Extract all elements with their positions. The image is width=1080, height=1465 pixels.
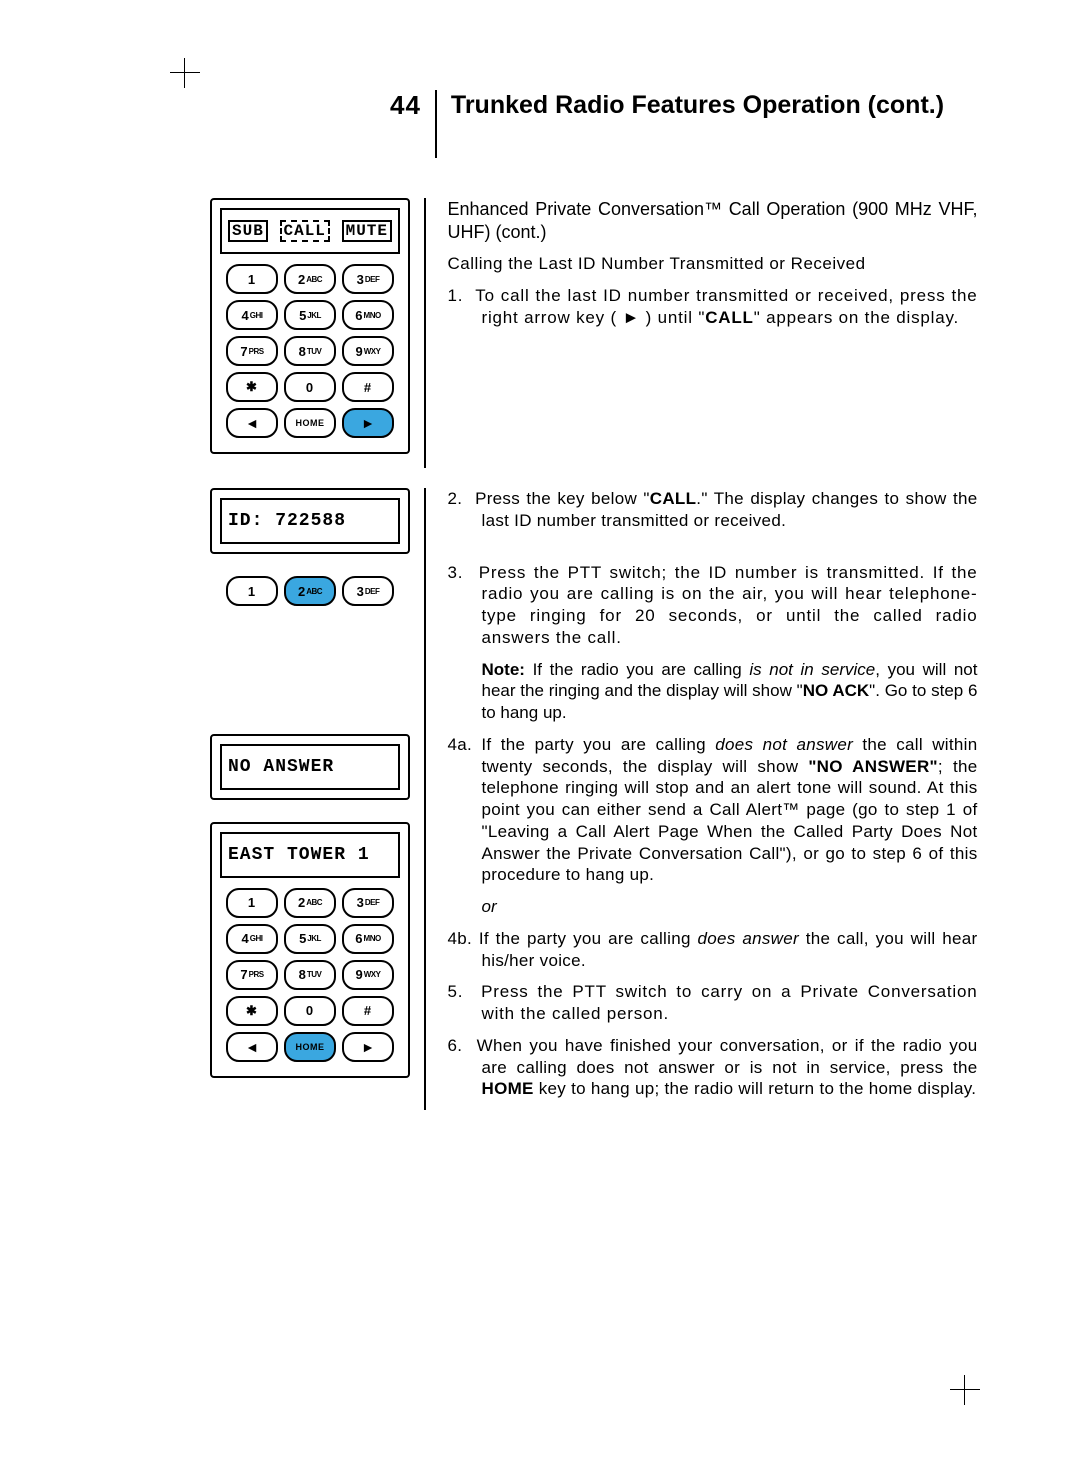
key-star: ✱ xyxy=(226,372,278,402)
key-4: 4GHI xyxy=(226,300,278,330)
step-5: 5. Press the PTT switch to carry on a Pr… xyxy=(448,981,978,1025)
step-1: 1. To call the last ID number transmitte… xyxy=(448,285,978,329)
key-hash-c: # xyxy=(342,996,394,1026)
key-4-c: 4GHI xyxy=(226,924,278,954)
subheading-calling-last-id: Calling the Last ID Number Transmitted o… xyxy=(448,253,978,275)
radio-display-east-tower-panel: EAST TOWER 1 1 2ABC 3DEF 4GHI 5JKL 6MNO xyxy=(210,822,410,1078)
key-0-c: 0 xyxy=(284,996,336,1026)
subheading-epc: Enhanced Private Conversation™ Call Oper… xyxy=(448,198,978,243)
key-7-c: 7PRS xyxy=(226,960,278,990)
key-home: HOME xyxy=(284,408,336,438)
keypad-2: 1 2ABC 3DEF 4GHI 5JKL 6MNO 7PRS 8TUV xyxy=(220,888,400,1062)
key-home-highlighted: HOME xyxy=(284,1032,336,1062)
key-2-highlighted: 2ABC xyxy=(284,576,336,606)
softkey-mute: MUTE xyxy=(342,220,392,242)
softkey-call: CALL xyxy=(280,220,330,242)
key-nav-right-c: ► xyxy=(342,1032,394,1062)
key-8-c: 8TUV xyxy=(284,960,336,990)
step-2: 2. Press the key below "CALL." The displ… xyxy=(448,488,978,532)
key-nav-left: ◄ xyxy=(226,408,278,438)
key-2-c: 2ABC xyxy=(284,888,336,918)
radio-display-id-panel: ID: 722588 xyxy=(210,488,410,554)
lcd-east-tower: EAST TOWER 1 xyxy=(220,832,400,878)
page-title: Trunked Radio Features Operation (cont.) xyxy=(451,90,944,121)
crop-mark-top-left xyxy=(170,58,200,88)
keypad-1: 1 2ABC 3DEF 4GHI 5JKL 6MNO 7PRS 8TUV xyxy=(220,264,400,438)
lcd-no-answer: NO ANSWER xyxy=(220,744,400,790)
crop-mark-bottom-right xyxy=(950,1375,980,1405)
right-arrow-glyph: ► xyxy=(623,308,641,327)
key-0: 0 xyxy=(284,372,336,402)
key-nav-right-highlighted: ► xyxy=(342,408,394,438)
section-divider xyxy=(424,488,426,734)
key-2: 2ABC xyxy=(284,264,336,294)
key-9-c: 9WXY xyxy=(342,960,394,990)
key-star-c: ✱ xyxy=(226,996,278,1026)
key-9: 9WXY xyxy=(342,336,394,366)
lcd-softkeys: SUB CALL MUTE xyxy=(220,208,400,254)
step-4b: 4b. If the party you are calling does an… xyxy=(448,928,978,972)
page-number: 44 xyxy=(390,90,435,121)
key-1: 1 xyxy=(226,264,278,294)
key-1-c: 1 xyxy=(226,888,278,918)
key-3-b: 3DEF xyxy=(342,576,394,606)
softkey-sub: SUB xyxy=(228,220,268,242)
header-divider xyxy=(435,90,437,158)
key-5: 5JKL xyxy=(284,300,336,330)
or-separator: or xyxy=(448,896,978,918)
section-divider xyxy=(424,198,426,468)
radio-display-no-answer-panel: NO ANSWER xyxy=(210,734,410,800)
section-divider xyxy=(424,734,426,1110)
key-1-b: 1 xyxy=(226,576,278,606)
key-6: 6MNO xyxy=(342,300,394,330)
key-8: 8TUV xyxy=(284,336,336,366)
key-6-c: 6MNO xyxy=(342,924,394,954)
lcd-id: ID: 722588 xyxy=(220,498,400,544)
step-3-note: Note: If the radio you are calling is no… xyxy=(448,659,978,724)
key-7: 7PRS xyxy=(226,336,278,366)
step-6: 6. When you have finished your conversat… xyxy=(448,1035,978,1100)
key-hash: # xyxy=(342,372,394,402)
key-3-c: 3DEF xyxy=(342,888,394,918)
key-5-c: 5JKL xyxy=(284,924,336,954)
radio-display-softkeys-panel: SUB CALL MUTE 1 2ABC 3DEF 4GHI 5JKL xyxy=(210,198,410,454)
step-4a: 4a. If the party you are calling does no… xyxy=(448,734,978,886)
key-3: 3DEF xyxy=(342,264,394,294)
key-nav-left-c: ◄ xyxy=(226,1032,278,1062)
step-3: 3. Press the PTT switch; the ID number i… xyxy=(448,562,978,649)
